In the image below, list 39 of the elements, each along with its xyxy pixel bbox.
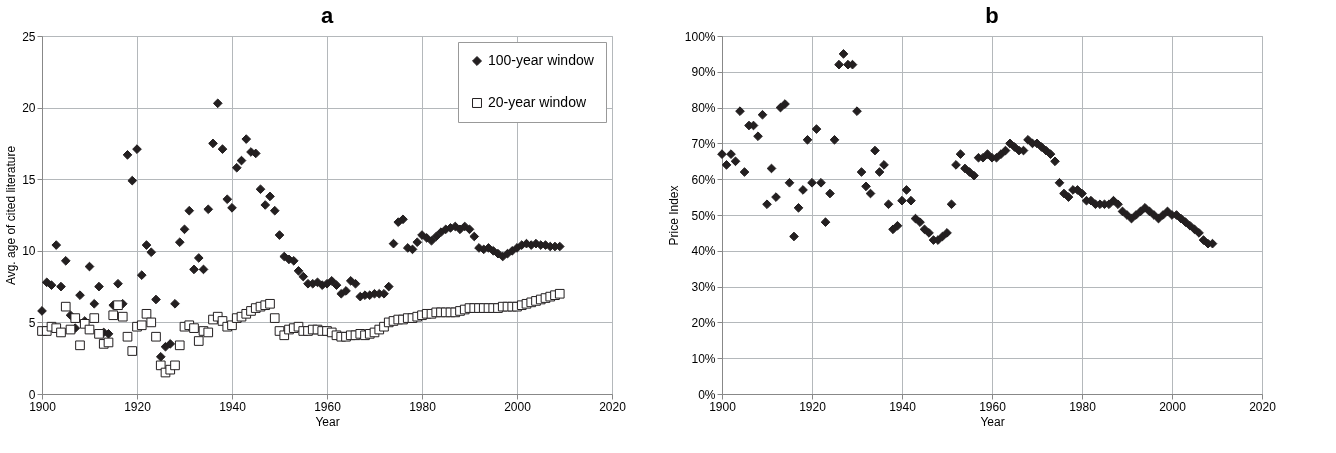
y-tick-label: 20: [22, 101, 36, 116]
x-tick-label: 2020: [1249, 399, 1277, 414]
x-tick-label: 1960: [979, 399, 1007, 414]
y-tick-label: 15: [22, 172, 36, 187]
y-tick-label: 0%: [698, 387, 716, 402]
x-axis-title: Year: [315, 414, 340, 429]
x-axis-title: Year: [980, 414, 1005, 429]
y-tick-label: 70%: [691, 136, 716, 151]
x-tick-label: 1980: [409, 399, 437, 414]
y-axis-title: Price Index: [666, 185, 681, 246]
x-tick-label: 1900: [29, 399, 57, 414]
y-tick-label: 10: [22, 244, 36, 259]
chart-title: b: [985, 3, 999, 28]
y-tick-label: 10%: [691, 351, 716, 366]
y-tick-label: 20%: [691, 315, 716, 330]
y-tick-label: 100%: [684, 29, 716, 44]
y-tick-label: 40%: [691, 244, 716, 259]
x-tick-label: 1960: [314, 399, 342, 414]
y-tick-label: 50%: [691, 208, 716, 223]
y-tick-label: 30%: [691, 280, 716, 295]
x-tick-label: 1920: [124, 399, 152, 414]
x-tick-label: 1920: [799, 399, 827, 414]
y-tick-label: 0: [28, 387, 36, 402]
x-tick-label: 1940: [219, 399, 247, 414]
x-tick-label: 1900: [709, 399, 737, 414]
y-axis-title: Avg. age of cited literature: [4, 145, 19, 286]
x-tick-label: 2000: [504, 399, 532, 414]
chart-title: a: [320, 3, 334, 28]
y-tick-label: 25: [22, 29, 36, 44]
y-tick-label: 90%: [691, 65, 716, 80]
y-tick-label: 80%: [691, 101, 716, 116]
x-tick-label: 1940: [889, 399, 917, 414]
x-tick-label: 1980: [1069, 399, 1097, 414]
y-tick-label: 60%: [691, 172, 716, 187]
x-tick-label: 2020: [599, 399, 627, 414]
y-tick-label: 5: [28, 315, 36, 330]
legend-label: 20-year window: [488, 94, 587, 110]
legend-label: 100-year window: [488, 52, 595, 68]
x-tick-label: 2000: [1159, 399, 1187, 414]
